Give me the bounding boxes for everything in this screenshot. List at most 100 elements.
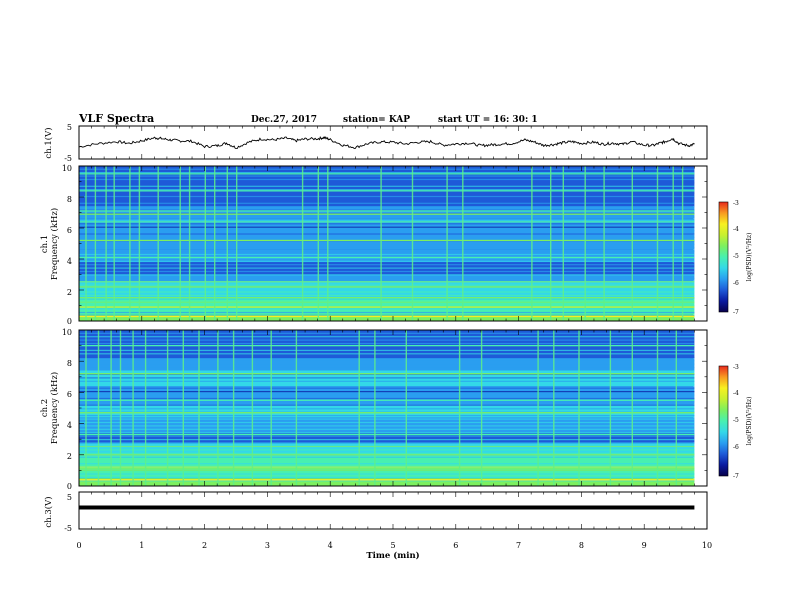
ch1-spectrogram-image: [79, 166, 695, 321]
ch1-spec-ylabel-frequency: Frequency (kHz): [49, 208, 60, 280]
ch1-spec-ytick-0: 0: [67, 317, 72, 326]
ch2-spec-ylabel-frequency: Frequency (kHz): [49, 372, 60, 444]
ch2-sferic: [358, 330, 360, 486]
ch1-cbar-tick-m5: -5: [733, 253, 739, 260]
ch2-texture-line: [79, 360, 695, 362]
ch2-sferic: [270, 330, 272, 486]
ch1-sferic: [105, 166, 107, 321]
ch2-texture-line: [79, 384, 695, 386]
ch2-texture-line: [79, 377, 695, 379]
ch1-spectrogram-panel: 0 2 4 6 8 10 ch.1 Frequency (kHz) -3 -4 …: [40, 164, 753, 326]
ch1-texture-line: [79, 226, 695, 228]
ch2-spec-ytick-6: 6: [67, 390, 72, 399]
ch2-texture-line: [79, 418, 695, 420]
ch1-emission-line: [79, 297, 695, 299]
ch1-sferic: [631, 166, 633, 321]
ch2-texture-line: [79, 442, 695, 444]
ch2-band: [79, 478, 695, 486]
ch1-sferic: [94, 166, 97, 321]
ch2-spectrogram-panel: 0 2 4 6 8 10 ch.2 Frequency (kHz) -3 -4 …: [40, 328, 753, 491]
ch2-sferic: [405, 330, 407, 486]
ch1-texture-line: [79, 305, 695, 307]
ch1-sferic: [204, 166, 206, 321]
xtick-6: 6: [453, 541, 458, 550]
ch1-texture-line: [79, 199, 695, 201]
ch2-texture-line: [79, 367, 695, 369]
ch1-sferic: [550, 166, 552, 321]
ch1-texture-line: [79, 250, 695, 252]
xtick-7: 7: [516, 541, 521, 550]
ch1-texture-line: [79, 243, 695, 245]
ch1-sferic: [179, 166, 181, 321]
ch2-sferic: [166, 330, 169, 486]
ch1-sferic: [188, 166, 191, 321]
xtick-0: 0: [76, 541, 81, 550]
ch1-texture-line: [79, 219, 695, 221]
ch1-texture-line: [79, 192, 695, 194]
ch2-emission-line: [79, 433, 695, 436]
ch2-texture-line: [79, 356, 695, 358]
ch2-texture-line: [79, 469, 695, 472]
ch3-ytick-bottom: -5: [64, 524, 72, 533]
xtick-1: 1: [139, 541, 144, 550]
ch1-texture-line: [79, 230, 695, 232]
ch2-texture-line: [79, 415, 695, 417]
xtick-5: 5: [390, 541, 395, 550]
ch2-spec-ytick-10: 10: [62, 328, 72, 337]
ch2-sferic: [675, 330, 677, 486]
ch1-texture-line: [79, 233, 695, 235]
ch1-cbar-tick-m7: -7: [733, 309, 739, 316]
ch2-texture-line: [79, 439, 695, 441]
ch1-texture-line: [79, 247, 695, 249]
ch2-band: [79, 417, 695, 433]
ch1-texture-line: [79, 236, 695, 238]
ch1-sferic: [462, 166, 464, 321]
ch1-texture-line: [79, 182, 695, 184]
ch1-band: [79, 234, 695, 250]
time-axis-label: Time (min): [366, 550, 419, 561]
ch2-sferic: [110, 330, 112, 486]
ch1-cbar-tick-m4: -4: [733, 226, 739, 233]
ch2-texture-line: [79, 394, 695, 396]
ch2-sferic: [85, 330, 87, 486]
ch2-texture-line: [79, 425, 695, 427]
ch1-spec-ytick-4: 4: [67, 257, 72, 266]
ch2-sferic: [295, 330, 298, 486]
ch2-colorbar-label: log(PSD)(V²/Hz): [746, 397, 753, 446]
ch1-texture-line: [79, 178, 695, 181]
ch1-sferic: [129, 166, 131, 321]
ch2-cbar-tick-m4: -4: [733, 390, 739, 397]
ch2-texture-line: [79, 380, 695, 382]
ch1-texture-line: [79, 311, 695, 314]
ch2-sferic: [119, 330, 122, 486]
ch2-texture-line: [79, 408, 695, 410]
ch2-texture-line: [79, 349, 695, 351]
ch1-sferic: [531, 166, 533, 321]
ch1-ytick-bottom: -5: [64, 154, 72, 163]
start-time-label: start UT = 16: 30: 1: [438, 115, 538, 125]
ch1-spec-ytick-10: 10: [62, 164, 72, 173]
ch1-texture-line: [79, 270, 695, 273]
ch1-texture-line: [79, 264, 695, 266]
ch2-cbar-tick-m6: -6: [733, 444, 739, 451]
ch2-emission-line: [79, 468, 695, 470]
ch1-texture-line: [79, 298, 695, 300]
ch2-sferic: [609, 330, 612, 486]
ch1-emission-line: [79, 256, 695, 259]
figure-title: VLF Spectra: [78, 112, 154, 125]
ch1-texture-line: [79, 267, 695, 269]
ch1-texture-line: [79, 301, 695, 303]
ch2-sferic: [232, 330, 235, 486]
ch2-texture-line: [79, 336, 695, 338]
ch2-texture-line: [79, 452, 695, 454]
ch2-texture-line: [79, 404, 695, 406]
ch1-sferic: [138, 166, 141, 321]
ch2-texture-line: [79, 463, 695, 465]
ch1-texture-line: [79, 260, 695, 262]
ch2-texture-line: [79, 332, 695, 334]
ch3-waveform-frame: [78, 491, 708, 530]
xtick-8: 8: [579, 541, 584, 550]
ch2-texture-line: [79, 473, 695, 475]
ch1-band: [79, 308, 695, 315]
